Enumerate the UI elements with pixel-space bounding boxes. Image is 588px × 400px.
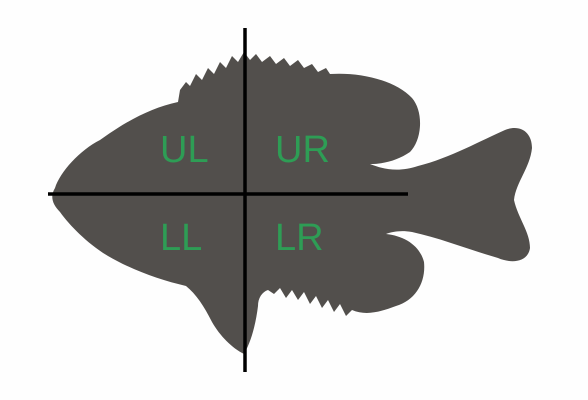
- quadrant-label-upper-right: UR: [275, 129, 330, 171]
- quadrant-label-lower-right: LR: [275, 217, 324, 259]
- fish-silhouette: [52, 52, 532, 354]
- quadrant-label-upper-left: UL: [160, 129, 209, 171]
- quadrant-label-lower-left: LL: [160, 217, 202, 259]
